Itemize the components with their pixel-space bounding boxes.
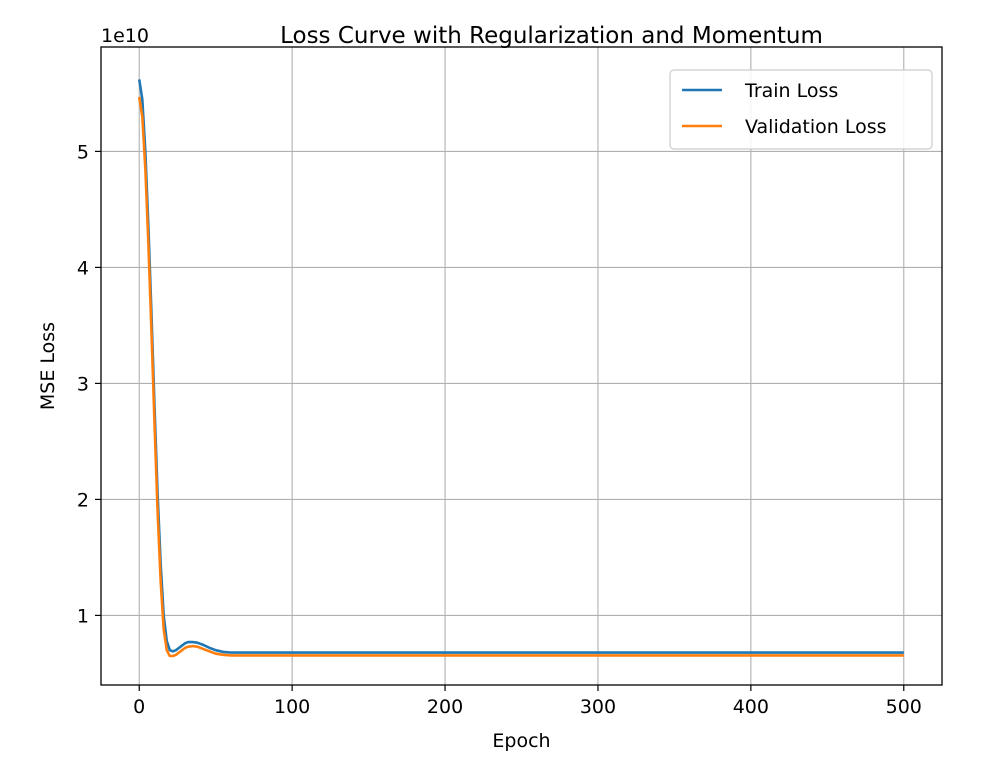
y-tick-label: 5 [77, 141, 89, 163]
series-layer [137, 79, 904, 658]
x-tick-label: 0 [133, 696, 145, 718]
y-tick-label: 2 [77, 489, 89, 511]
x-tick-label: 200 [427, 696, 463, 718]
legend: Train Loss Validation Loss [669, 69, 933, 150]
x-tick-label: 400 [733, 696, 769, 718]
y-tick-label: 1 [77, 605, 89, 627]
y-axis-label: MSE Loss [37, 322, 59, 410]
chart-title: Loss Curve with Regularization and Momen… [280, 23, 823, 49]
y-axis-offset-label: 1e10 [101, 25, 149, 47]
x-tick-label: 300 [580, 696, 616, 718]
grid-layer [101, 47, 942, 685]
x-tick-label: 100 [274, 696, 310, 718]
x-axis-label: Epoch [492, 730, 550, 752]
plot-area-frame [100, 46, 943, 686]
legend-label-validation: Validation Loss [745, 116, 887, 138]
y-tick-label: 4 [77, 257, 89, 279]
train-loss-line [137, 79, 904, 654]
x-tick-label: 500 [886, 696, 922, 718]
y-tick-label: 3 [77, 373, 89, 395]
validation-loss-line [137, 96, 904, 658]
tick-layer: 0 100 200 300 400 500 1 2 3 4 5 [77, 141, 922, 718]
legend-label-train: Train Loss [744, 80, 838, 102]
legend-box [669, 69, 933, 150]
